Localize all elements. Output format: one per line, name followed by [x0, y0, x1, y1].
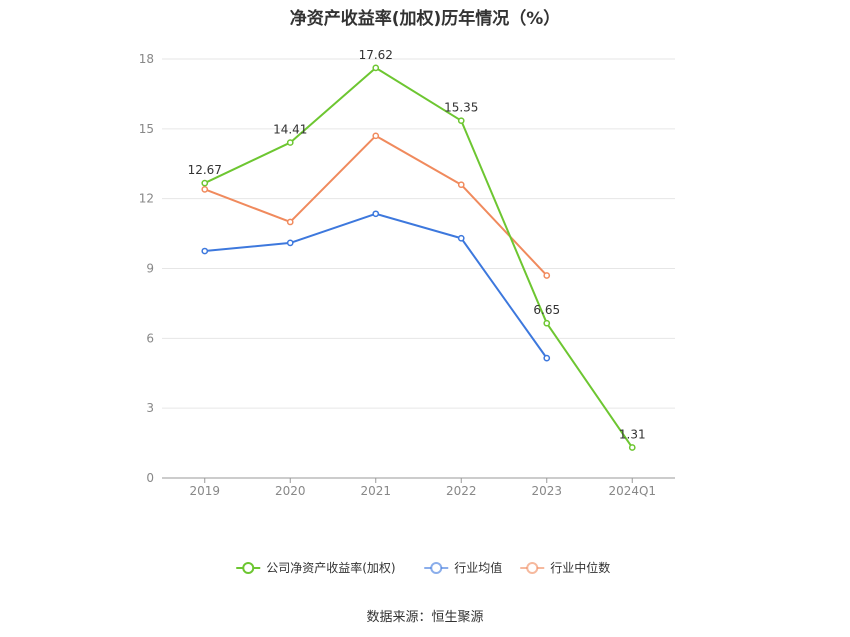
series-line [204, 212, 548, 359]
x-tick-label: 2022 [446, 484, 477, 498]
legend-marker [526, 562, 539, 574]
x-tick-label: 2020 [275, 484, 306, 498]
series-line [204, 134, 548, 277]
y-tick-label: 6 [146, 331, 154, 345]
data-label: 6.65 [533, 303, 560, 317]
data-point [543, 354, 551, 362]
y-tick-label: 0 [146, 471, 154, 485]
legend-item[interactable]: 公司净资产收益率(加权) [236, 560, 396, 575]
data-label: 14.41 [273, 123, 307, 137]
chart-title: 净资产收益率(加权)历年情况（%） [289, 9, 561, 29]
y-tick-label: 15 [139, 122, 154, 136]
data-label: 15.35 [444, 101, 478, 115]
legend-label: 行业中位数 [550, 560, 610, 575]
data-labels: 12.67 14.41 17.62 15.35 6.65 1.31 [188, 48, 646, 442]
data-point [372, 210, 380, 218]
data-point [372, 64, 380, 72]
data-label: 12.67 [188, 163, 222, 177]
legend-item[interactable]: 行业中位数 [520, 560, 610, 575]
data-label: 17.62 [359, 48, 393, 62]
data-point [286, 139, 294, 146]
legend-item[interactable]: 行业均值 [424, 560, 502, 575]
data-point [372, 132, 380, 140]
x-tick-label: 2024Q1 [608, 484, 656, 498]
data-point [543, 272, 551, 279]
data-point [628, 444, 636, 451]
data-point [286, 218, 294, 226]
data-point [457, 117, 465, 125]
data-point [543, 319, 551, 327]
y-tick-label: 3 [146, 401, 154, 415]
x-tick-label: 2019 [189, 484, 220, 498]
legend-marker [242, 562, 255, 574]
x-tick-label: 2023 [531, 484, 562, 498]
x-tick-label: 2021 [360, 484, 391, 498]
series-line [204, 66, 634, 449]
legend-label: 公司净资产收益率(加权) [266, 560, 395, 575]
axes: 0 3 6 9 12 15 18 2019 2020 2021 2022 2023 2024Q1 [139, 52, 675, 498]
source-note: 数据来源：恒生聚源 [366, 610, 484, 625]
grid-lines [162, 58, 675, 409]
y-tick-label: 12 [139, 192, 154, 206]
data-point [201, 179, 209, 187]
legend-marker [430, 562, 443, 574]
data-point [286, 239, 294, 247]
series-lines [201, 64, 636, 451]
data-point [457, 234, 465, 242]
legend-label: 行业均值 [454, 560, 502, 575]
y-tick-label: 9 [146, 262, 154, 276]
data-point [201, 247, 209, 255]
data-point [201, 186, 209, 193]
legend: 公司净资产收益率(加权) 行业均值 行业中位数 [236, 560, 610, 575]
y-tick-label: 18 [139, 52, 154, 66]
data-point [457, 181, 465, 189]
data-label: 1.31 [619, 428, 646, 442]
